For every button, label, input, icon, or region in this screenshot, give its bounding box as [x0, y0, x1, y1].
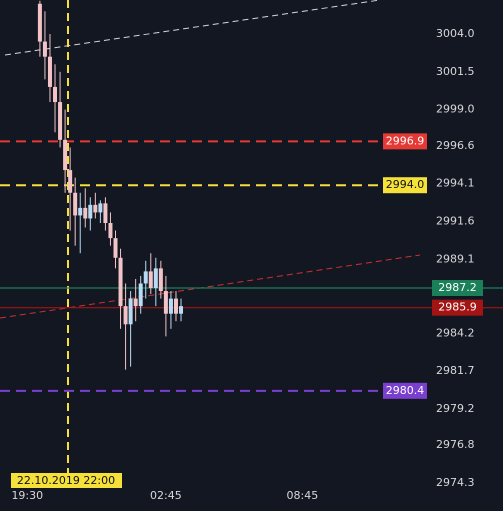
level-label: 2996.9 [386, 134, 425, 147]
crosshair-label-box [11, 473, 122, 488]
candle-body [63, 139, 68, 171]
candle-body [98, 203, 103, 213]
level-label: 2987.2 [438, 281, 477, 294]
x-tick-label: 02:45 [150, 489, 182, 502]
candle-body [58, 102, 63, 140]
level-label: 2985.9 [438, 301, 477, 314]
y-tick-label: 2991.6 [436, 214, 475, 227]
level-label: 2994.0 [386, 178, 425, 191]
candle-body [133, 298, 138, 307]
candle-body [93, 204, 98, 213]
candle-body [103, 203, 108, 224]
crosshair-label: 22.10.2019 22:00 [17, 474, 115, 487]
trend-line [0, 254, 421, 319]
y-tick-label: 2974.3 [436, 476, 475, 489]
candle-body [37, 3, 42, 42]
candle-body [78, 207, 83, 216]
candle-body [173, 298, 178, 314]
trend-line [4, 0, 381, 56]
candle-body [108, 223, 113, 239]
y-tick-label: 2994.1 [436, 177, 475, 190]
level-label-box [383, 177, 427, 194]
candle-body [47, 56, 52, 87]
candle-body [143, 271, 148, 284]
candle-body [128, 298, 133, 325]
level-label-box [432, 280, 483, 297]
x-tick-label: 08:45 [287, 489, 319, 502]
y-tick-label: 2976.8 [436, 438, 475, 451]
candle-body [123, 306, 128, 325]
candle-body [148, 271, 153, 289]
y-tick-label: 3001.5 [436, 65, 475, 78]
candle-body [88, 204, 93, 219]
x-tick-label: 19:30 [11, 489, 43, 502]
y-tick-label: 2996.6 [436, 139, 475, 152]
y-tick-label: 2981.7 [436, 364, 475, 377]
level-label: 2980.4 [386, 384, 425, 397]
y-tick-label: 2989.1 [436, 252, 475, 265]
candle-body [73, 192, 78, 216]
candle-body [179, 306, 184, 314]
candle-body [53, 86, 58, 103]
candle-body [83, 207, 88, 219]
level-label-box [383, 133, 427, 150]
candle-body [153, 268, 158, 289]
y-tick-label: 2999.0 [436, 103, 475, 116]
candle-body [138, 283, 143, 307]
candle-body [42, 41, 47, 57]
candle-body [163, 291, 168, 314]
candle-body [168, 298, 173, 314]
candle-body [118, 257, 123, 307]
level-label-box [383, 382, 427, 399]
y-tick-label: 2979.2 [436, 402, 475, 415]
y-tick-label: 2984.2 [436, 326, 475, 339]
y-tick-label: 3004.0 [436, 27, 475, 40]
candle-body [68, 170, 73, 193]
level-label-box [432, 299, 483, 316]
candle-body [113, 238, 118, 258]
candle-body [158, 268, 163, 292]
